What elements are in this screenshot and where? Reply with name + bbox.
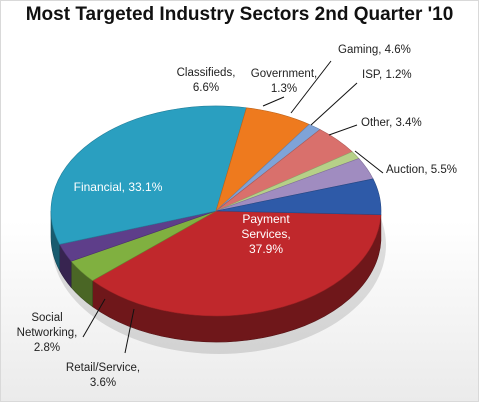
leader-line-auction	[354, 150, 384, 174]
leader-line-government	[262, 96, 285, 107]
leader-line-retail-service	[124, 308, 135, 354]
slice-label-classifieds: Classifieds, 6.6%	[177, 67, 236, 94]
pie-slice-auction	[215, 178, 382, 215]
slice-label-government: Government, 1.3%	[251, 68, 317, 95]
slice-label-social-networking: Social Networking, 2.8%	[17, 312, 78, 354]
slice-label-auction: Auction, 5.5%	[386, 164, 457, 176]
leader-line-isp	[310, 82, 358, 126]
leader-line-other	[328, 124, 358, 136]
slice-label-payment-services: Payment Services, 37.9%	[241, 212, 290, 256]
slice-label-gaming: Gaming, 4.6%	[338, 44, 411, 56]
pie-slice-payment-services	[91, 210, 382, 317]
leader-line-gaming	[290, 60, 332, 114]
slice-label-retail-service: Retail/Service, 3.6%	[66, 362, 140, 389]
slice-label-isp: ISP, 1.2%	[362, 69, 412, 81]
slice-label-other: Other, 3.4%	[361, 117, 422, 129]
leader-line-social-networking	[82, 298, 106, 338]
chart-title: Most Targeted Industry Sectors 2nd Quart…	[25, 4, 454, 25]
slice-label-financial: Financial, 33.1%	[74, 180, 163, 194]
pie-slice-financial	[50, 105, 247, 245]
